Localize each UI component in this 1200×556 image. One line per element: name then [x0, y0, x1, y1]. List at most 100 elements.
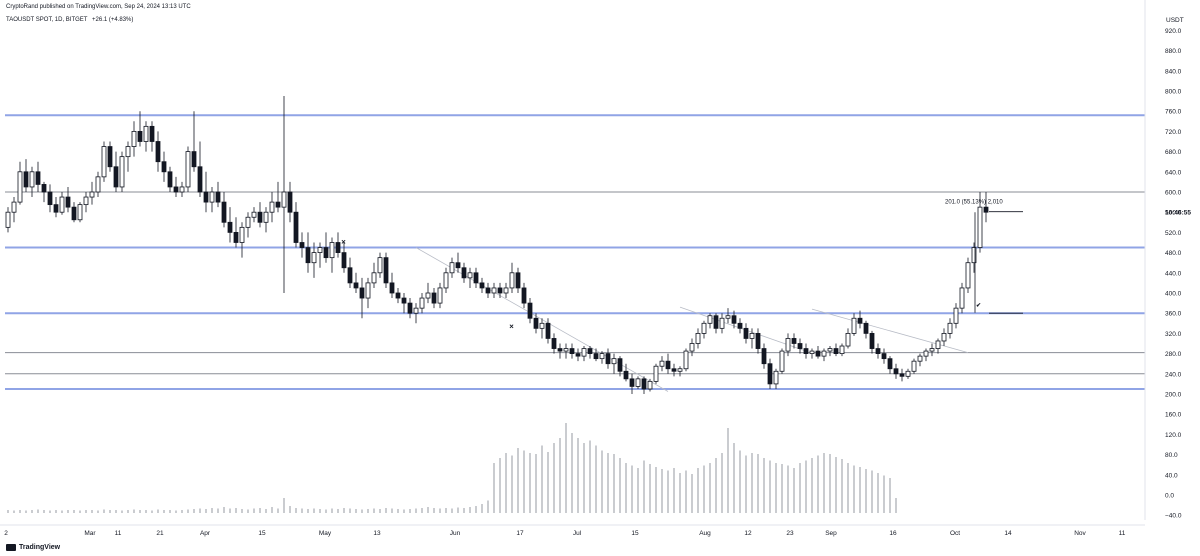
- candle: [509, 262, 515, 293]
- candle: [389, 272, 395, 299]
- candle-body: [317, 247, 323, 254]
- candle-body: [497, 287, 503, 294]
- candle-body: [767, 363, 773, 385]
- time-tick-label: 14: [1004, 530, 1012, 537]
- candle: [755, 328, 761, 354]
- candle: [971, 242, 977, 273]
- candle-body: [119, 156, 125, 188]
- candle-body: [179, 186, 185, 193]
- candle-body: [287, 191, 293, 213]
- candle: [143, 121, 149, 152]
- candle: [101, 141, 107, 182]
- candle: [227, 207, 233, 243]
- candle: [353, 272, 359, 293]
- candle-body: [5, 211, 11, 228]
- price-tick-label: 440.0: [1165, 270, 1182, 277]
- candle: [125, 141, 131, 172]
- time-tick-label: 23: [786, 530, 794, 537]
- candle: [617, 356, 623, 377]
- candle-body: [143, 125, 149, 142]
- candle-body: [779, 350, 785, 372]
- time-tick-label: Aug: [699, 530, 711, 537]
- candle: [341, 242, 347, 273]
- candle-body: [647, 380, 653, 390]
- candle: [281, 96, 287, 293]
- candle-body: [881, 353, 887, 360]
- candle-body: [941, 332, 947, 342]
- horizontal-levels: [5, 114, 1145, 390]
- candle-body: [377, 257, 383, 274]
- symbol-line: TAOUSDT SPOT, 1D, BITGET +26.1 (+4.83%): [6, 17, 133, 23]
- candle: [155, 131, 161, 172]
- candle: [911, 358, 917, 374]
- candle-body: [905, 370, 911, 377]
- candle: [899, 368, 905, 382]
- candle: [713, 313, 719, 334]
- candle-body: [371, 272, 377, 284]
- candle: [491, 282, 497, 299]
- candle-body: [851, 317, 857, 334]
- candle: [671, 363, 677, 377]
- tradingview-brand[interactable]: TradingView: [6, 544, 60, 551]
- candle-body: [71, 206, 77, 221]
- candle-body: [227, 221, 233, 233]
- symbol-label: TAOUSDT SPOT, 1D, BITGET: [6, 17, 88, 23]
- candle: [689, 338, 695, 357]
- candle: [653, 363, 659, 384]
- candle: [941, 328, 947, 347]
- candle-body: [311, 252, 317, 264]
- candle: [599, 351, 605, 364]
- time-tick-label: Sep: [825, 530, 837, 537]
- candle-body: [173, 186, 179, 193]
- candle-body: [953, 307, 959, 324]
- candle: [359, 277, 365, 319]
- volume-bars: [7, 423, 897, 513]
- candle-body: [305, 247, 311, 264]
- candle: [539, 318, 545, 339]
- price-tick-label: 520.0: [1165, 230, 1182, 237]
- candle-body: [239, 226, 245, 243]
- candle: [299, 232, 305, 258]
- candle-body: [563, 348, 569, 352]
- candle-body: [347, 267, 353, 284]
- price-tick-label: 280.0: [1165, 351, 1182, 358]
- candle-body: [353, 282, 359, 289]
- candle: [773, 368, 779, 389]
- candle: [923, 348, 929, 362]
- time-tick-label: 12: [744, 530, 752, 537]
- candle: [335, 232, 341, 258]
- candle-body: [161, 161, 167, 173]
- candle-body: [635, 378, 641, 387]
- candle: [419, 293, 425, 314]
- candle-body: [401, 297, 407, 304]
- price-tick-label: 840.0: [1165, 68, 1182, 75]
- candle: [437, 282, 443, 309]
- price-tick-label: 680.0: [1165, 149, 1182, 156]
- candle-body: [113, 166, 119, 188]
- candle-body: [617, 358, 623, 372]
- change-label: +26.1 (+4.83%): [92, 17, 134, 23]
- candle-body: [755, 332, 761, 349]
- price-tick-label: 880.0: [1165, 48, 1182, 55]
- candle-body: [893, 368, 899, 375]
- candle: [503, 282, 509, 299]
- candle: [431, 287, 437, 309]
- candle: [329, 237, 335, 273]
- candle-body: [329, 242, 335, 259]
- candle: [677, 366, 683, 377]
- candle: [47, 184, 53, 213]
- candle-body: [977, 206, 983, 248]
- candle-body: [17, 171, 23, 203]
- candle-body: [527, 302, 533, 319]
- publisher-line: CryptoRand published on TradingView.com,…: [6, 4, 191, 10]
- price-tick-label: 400.0: [1165, 291, 1182, 298]
- candle: [173, 176, 179, 198]
- candle: [53, 197, 59, 218]
- price-tick-label: −40.0: [1165, 513, 1182, 520]
- candle-body: [965, 262, 971, 289]
- candle-body: [191, 151, 197, 168]
- candle: [563, 343, 569, 359]
- time-tick-label: 15: [631, 530, 639, 537]
- candle-body: [731, 315, 737, 324]
